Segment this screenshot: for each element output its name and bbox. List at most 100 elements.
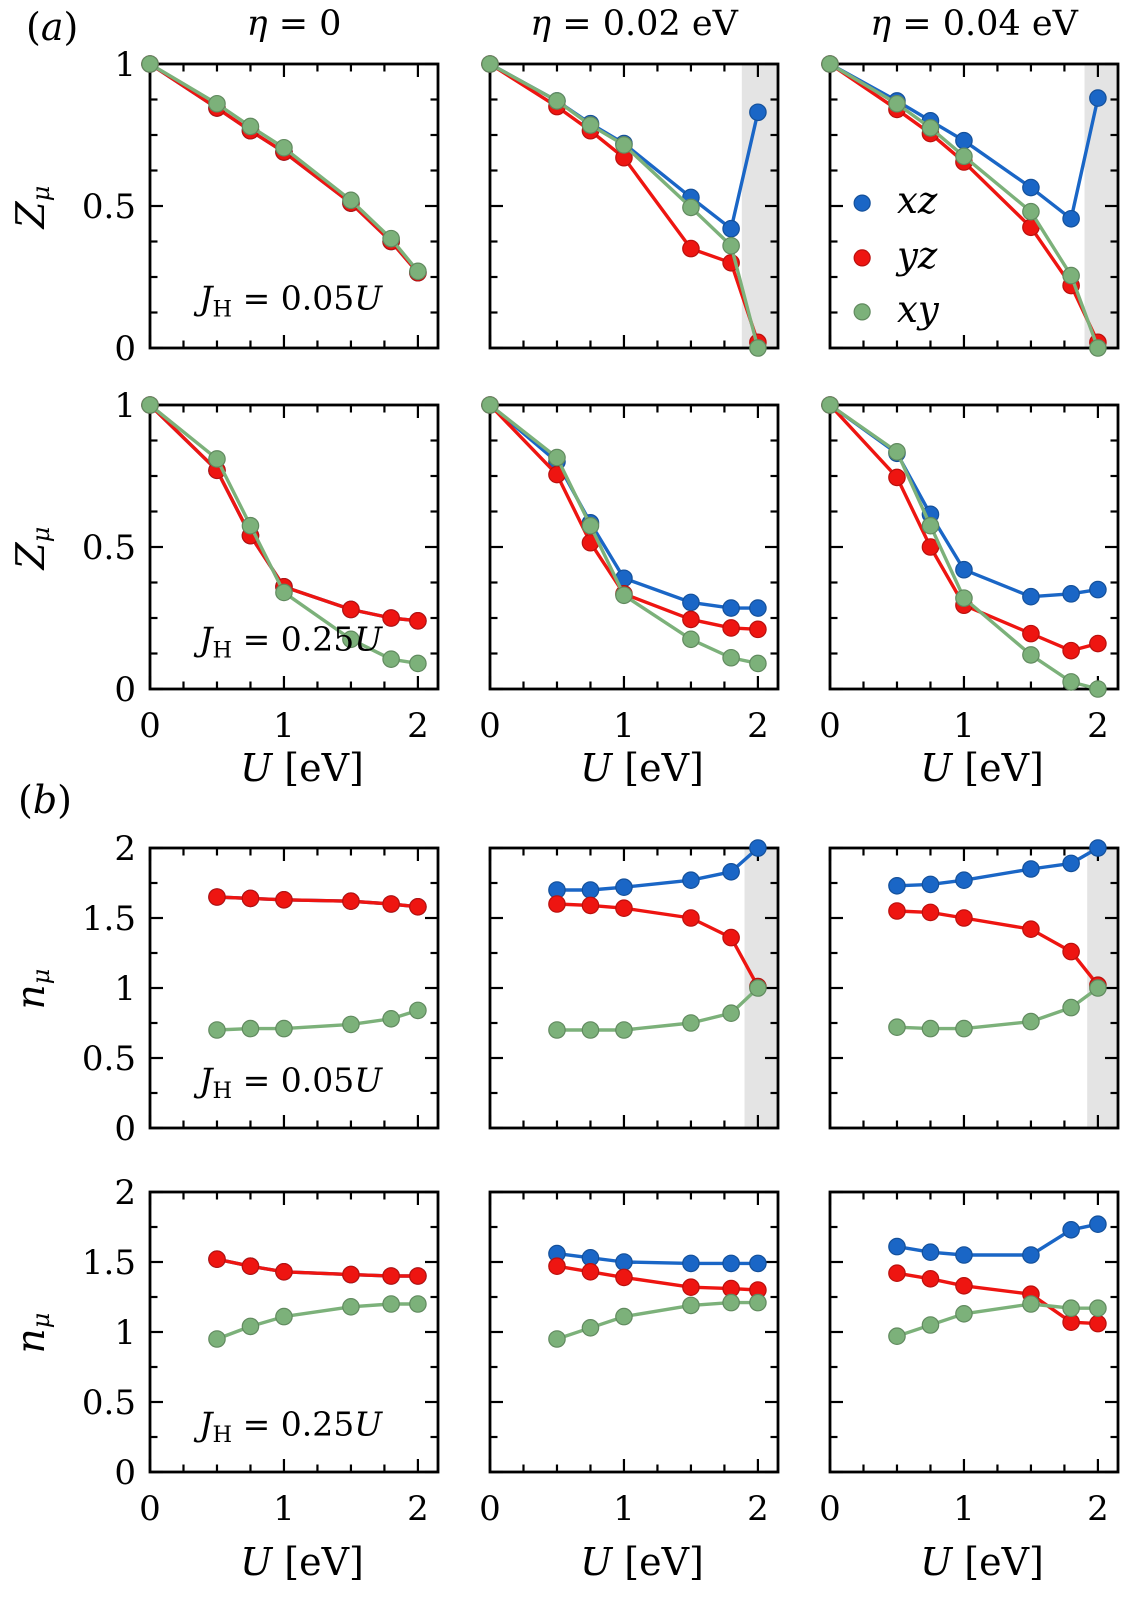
series-yz-marker [888,468,906,487]
series-xy-marker [241,516,260,535]
series-yz-marker [1022,920,1040,938]
series-xy [821,55,1107,357]
series-xy-marker [275,138,293,157]
subplot-svg-a1-eta002 [481,55,780,357]
x-tick-label-0: 0 [139,706,161,746]
y-tick-label-0.5: 0.5 [82,1383,136,1423]
subplot-a1-eta004: xz yz xy [816,50,1131,366]
series-xz-marker [1062,209,1080,228]
series-yz-marker [342,892,360,910]
y-tick-label-0.5: 0.5 [82,1039,136,1079]
series-yz-marker [409,612,427,630]
x-tick-label-2: 2 [407,1489,429,1529]
series-xy-marker [275,1307,293,1326]
series-xy-marker [275,583,293,602]
y-tick-label-0: 0 [114,329,136,362]
series-xy-marker [1062,998,1080,1017]
series-xz [888,1215,1107,1264]
subplot-svg-b2-eta0: 0 1 2 0 0.5 1 1.5 2 JH = 0.25U [82,1173,440,1529]
series-xy-marker [955,589,973,607]
x-tick-label-1: 1 [613,1489,635,1529]
series-xy [888,1295,1107,1345]
series-xy-marker [409,262,427,281]
axis-ticks [828,1190,1118,1474]
subplot-svg-a2-eta0: 0 1 2 0 0.5 1 JH = 0.25U [82,386,440,746]
series-xy-marker [581,1021,600,1039]
series-xy [888,979,1107,1038]
series-yz-marker [1022,624,1040,643]
series-xz-marker [722,862,740,881]
series-xy-marker [141,55,159,73]
panel-a-label: (a) [26,5,79,49]
axis-ticks [828,403,1118,691]
series-yz-marker [409,898,427,916]
legend-marker-xy [853,303,871,321]
series-yz-marker [581,1263,600,1281]
legend: xz yz xy [853,179,940,331]
series-xy-marker [921,1019,940,1038]
subplot-svg-a2-eta002: 0 1 2 [479,396,780,746]
series-xz-marker [1089,580,1107,599]
series-xz-marker [615,878,633,896]
series-yz [481,55,767,352]
series-xz-marker [749,599,767,617]
series-xy-marker [1089,1299,1107,1317]
y-axis-label-z-row2: Zμ [8,526,56,570]
series-xy-marker [888,1327,906,1345]
subplot-b1-eta0: 0 0.5 1 1.5 2 JH = 0.05U [66,829,454,1149]
series-xz-marker [955,1246,973,1264]
series-xy-marker [275,1019,293,1038]
x-axis-label-a-col3: U [eV] [920,746,1044,790]
axis-ticks [148,1190,438,1474]
series-xy-marker [208,1330,226,1348]
y-tick-label-2: 2 [114,1178,136,1213]
y-tick-label-0: 0 [114,1453,136,1493]
series-xy [821,396,1107,698]
subplot-svg-b1-eta004 [828,839,1120,1130]
x-tick-label-1: 1 [953,1489,975,1529]
series-yz-marker [722,928,740,947]
series-xy [141,55,427,281]
x-axis-label-a-col1: U [eV] [240,746,364,790]
axis-ticks [488,846,778,1130]
subplot-a2-eta004: 0 1 2 [816,391,1131,757]
series-xz-marker [1089,89,1107,107]
series-yz [208,1250,427,1285]
series-xy-marker [821,396,839,414]
series-xy-marker [749,1293,767,1312]
axis-ticks [148,846,438,1130]
legend-label-yz: yz [895,234,938,277]
series-yz [548,1257,767,1299]
series-xy-marker [409,654,427,673]
series-xy-marker [241,1019,260,1038]
legend-label-xz: xz [897,179,938,222]
series-xy-marker [342,191,360,210]
series-xy-marker [342,1015,360,1034]
x-tick-label-0: 0 [819,1489,841,1529]
series-xy-marker [581,1319,600,1337]
series-xy-marker [382,229,400,248]
x-axis-label-b-col1: U [eV] [240,1540,364,1584]
x-tick-label-1: 1 [273,1489,295,1529]
subplot-svg-b2-eta002: 0 1 2 [479,1190,780,1529]
series-xz-marker [1062,854,1080,873]
series-yz-marker [342,1265,360,1284]
series-xy-marker [581,516,600,535]
subplot-svg-a1-eta0: 0 0.5 1 JH = 0.05U [82,45,440,369]
series-xz [141,55,427,282]
series-xy [208,1001,427,1039]
series-yz-marker [682,1278,700,1296]
axis-ticks [488,1190,778,1474]
x-tick-label-0: 0 [819,706,841,746]
subplot-svg-b1-eta0: 0 0.5 1 1.5 2 JH = 0.05U [82,829,440,1149]
series-yz [821,396,1107,660]
subplot-svg-a2-eta004: 0 1 2 [819,396,1120,746]
series-xz-marker [1062,1220,1080,1239]
series-xz-marker [955,871,973,889]
series-xy [208,1295,427,1348]
subplot-a2-eta002: 0 1 2 [476,391,794,757]
series-xy-marker [615,1021,633,1039]
series-yz [141,55,427,282]
series-yz-marker [1062,641,1080,660]
